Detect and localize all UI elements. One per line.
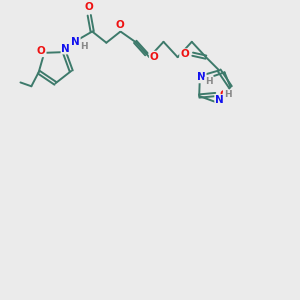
Text: N: N bbox=[215, 95, 224, 105]
Text: O: O bbox=[150, 52, 158, 61]
Text: N: N bbox=[197, 72, 206, 82]
Text: H: H bbox=[224, 90, 231, 99]
Text: O: O bbox=[180, 49, 189, 59]
Text: H: H bbox=[80, 42, 88, 51]
Text: H: H bbox=[205, 77, 212, 86]
Text: O: O bbox=[85, 2, 94, 12]
Text: N: N bbox=[61, 44, 70, 54]
Text: O: O bbox=[37, 46, 46, 56]
Text: N: N bbox=[71, 37, 80, 47]
Text: O: O bbox=[219, 89, 228, 100]
Text: O: O bbox=[115, 20, 124, 30]
